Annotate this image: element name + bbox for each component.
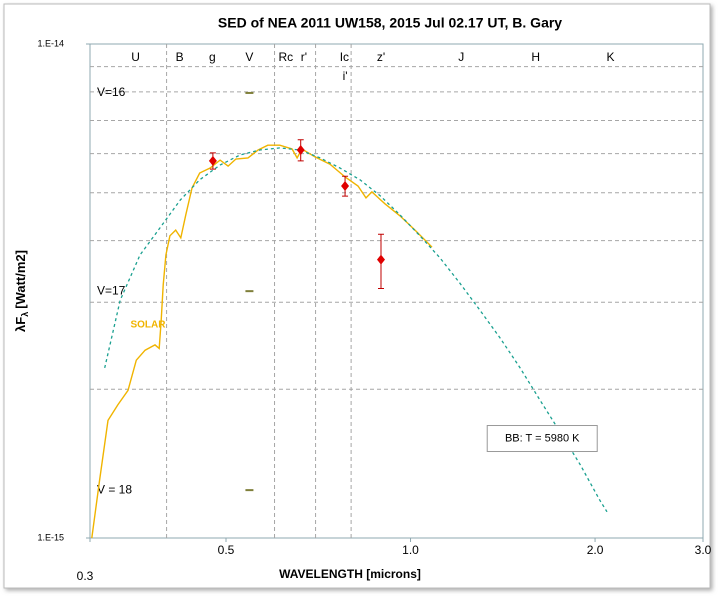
plot-area — [89, 43, 704, 539]
x-tick-label: 0.5 — [218, 543, 235, 557]
data-point — [296, 145, 305, 156]
x-axis-label: WAVELENGTH [microns] — [279, 567, 421, 581]
annotation-box — [486, 425, 598, 453]
band-label: Rc — [278, 50, 293, 64]
y-label-main: λF — [13, 317, 28, 332]
band-label: H — [531, 50, 540, 64]
band-label: i' — [343, 69, 348, 83]
data-point — [208, 155, 217, 166]
band-label: Ic — [340, 50, 349, 64]
x-tick-label: 2.0 — [587, 543, 604, 557]
magnitude-label: V = 18 — [97, 482, 132, 496]
y-label-sub: λ — [20, 312, 30, 317]
band-label: K — [607, 50, 615, 64]
y-tick-label: 1.E-14 — [37, 38, 64, 48]
blackbody-curve — [104, 147, 608, 513]
band-label: V — [245, 50, 253, 64]
magnitude-label: V=17 — [97, 283, 126, 297]
x-tick-label: 0.3 — [77, 569, 94, 583]
chart-title: SED of NEA 2011 UW158, 2015 Jul 02.17 UT… — [218, 15, 562, 31]
band-label: g — [209, 50, 216, 64]
annotation: BB: T = 5980 K — [505, 432, 580, 444]
spectrum-line — [91, 144, 433, 539]
band-label: U — [131, 50, 140, 64]
band-label: r' — [301, 50, 307, 64]
y-tick-label: 1.E-15 — [37, 532, 64, 542]
band-label: z' — [377, 50, 385, 64]
magnitude-label: V=16 — [97, 85, 126, 99]
band-label: B — [176, 50, 184, 64]
x-tick-label: 3.0 — [695, 543, 712, 557]
data-point — [341, 180, 350, 191]
y-axis-label: λFλ [Watt/m2] — [13, 250, 30, 332]
annotation: SOLAR — [130, 320, 166, 331]
x-tick-label: 1.0 — [402, 543, 419, 557]
y-label-unit: [Watt/m2] — [13, 250, 28, 309]
band-label: J — [458, 50, 464, 64]
data-point — [376, 254, 385, 265]
